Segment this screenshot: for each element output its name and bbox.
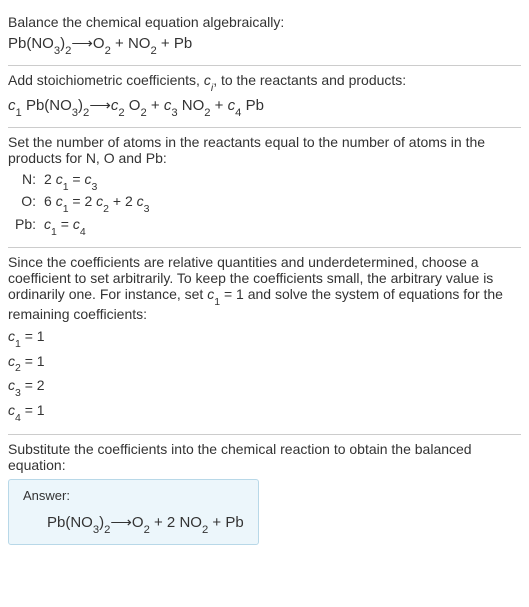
coeff-c3: c3 = 2 [8,375,521,400]
arrow-icon: ⟶ [89,96,111,114]
section-substitute: Substitute the coefficients into the che… [8,435,521,555]
answer-label: Answer: [23,488,244,503]
unbalanced-equation: Pb(NO3)2 ⟶ O2 + NO2 + Pb [8,34,521,55]
coeff-intro-line: Add stoichiometric coefficients, ci, to … [8,72,521,92]
c1: c1 [8,97,22,114]
plus: + [111,35,128,52]
no2: NO2 [179,514,208,531]
intro-line: Balance the chemical equation algebraica… [8,14,521,30]
o2: O2 [129,97,147,114]
atom-row-pb: Pb: c1 = c4 [12,215,521,237]
balanced-equation: Pb(NO3)2 ⟶ O2 + 2 NO2 + Pb [47,513,244,534]
plus: + [208,514,225,531]
lhs-pbno3: Pb(NO3)2 [8,35,71,52]
section-atom-balance: Set the number of atoms in the reactants… [8,128,521,247]
coeff-c4: c4 = 1 [8,400,521,425]
pb: Pb [246,97,264,114]
plus: + 2 [150,514,180,531]
plus: + [147,97,164,114]
solve-intro: Since the coefficients are relative quan… [8,254,521,322]
answer-box: Answer: Pb(NO3)2 ⟶ O2 + 2 NO2 + Pb [8,479,259,545]
pb: Pb [225,514,243,531]
coeff-values: c1 = 1 c2 = 1 c3 = 2 c4 = 1 [8,326,521,424]
arrow-icon: ⟶ [71,34,93,52]
element-label: Pb: [12,215,36,237]
coeff-equation: c1 Pb(NO3)2 ⟶ c2 O2 + c3 NO2 + c4 Pb [8,96,521,117]
plus: + [157,35,174,52]
element-label: O: [12,192,36,214]
atom-balance-intro: Set the number of atoms in the reactants… [8,134,521,166]
atom-row-o: O: 6 c1 = 2 c2 + 2 c3 [12,192,521,214]
atom-row-n: N: 2 c1 = c3 [12,170,521,192]
c2: c2 [111,97,125,114]
section-add-coefficients: Add stoichiometric coefficients, ci, to … [8,66,521,127]
section-solve: Since the coefficients are relative quan… [8,248,521,434]
o2: O2 [132,514,150,531]
section-balance-intro: Balance the chemical equation algebraica… [8,8,521,65]
c4: c4 [228,97,242,114]
atom-eq: 6 c1 = 2 c2 + 2 c3 [44,192,150,214]
coeff-c1: c1 = 1 [8,326,521,351]
arrow-icon: ⟶ [110,513,132,531]
ci-symbol: ci [204,72,213,88]
coeff-c2: c2 = 1 [8,351,521,376]
pbno3: Pb(NO3)2 [26,97,89,114]
atom-eq: 2 c1 = c3 [44,170,97,192]
rhs-no2: NO2 [128,35,157,52]
element-label: N: [12,170,36,192]
rhs-pb: Pb [174,35,192,52]
c3: c3 [164,97,178,114]
atom-eq: c1 = c4 [44,215,86,237]
rhs-o2: O2 [93,35,111,52]
atom-balance-table: N: 2 c1 = c3 O: 6 c1 = 2 c2 + 2 c3 Pb: c… [12,170,521,237]
substitute-intro: Substitute the coefficients into the che… [8,441,521,473]
plus: + [211,97,228,114]
pbno3: Pb(NO3)2 [47,514,110,531]
no2: NO2 [182,97,211,114]
